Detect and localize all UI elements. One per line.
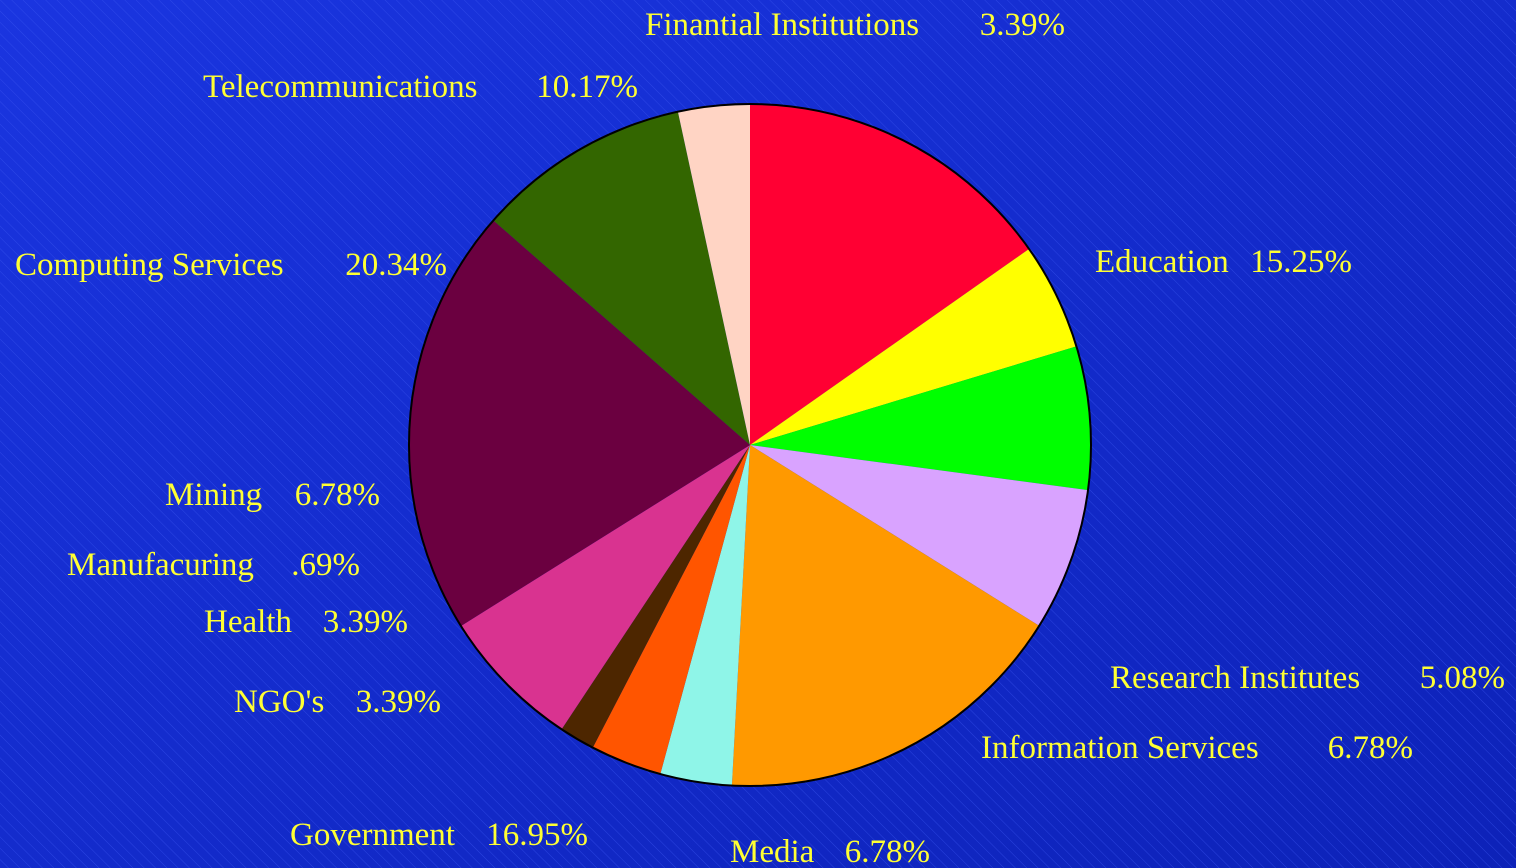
pie-slice: [750, 445, 1088, 626]
slice-label: Finantial Institutions: [645, 7, 919, 43]
slice-value-label: 16.95%: [486, 817, 588, 853]
slice-value-label: 5.08%: [1420, 660, 1505, 696]
slice-value-label: 3.39%: [356, 684, 441, 720]
slice-label: Information Services: [981, 730, 1259, 766]
pie-slice: [592, 445, 750, 774]
slice-label: Mining: [165, 477, 262, 513]
slice-value-label: 20.34%: [345, 247, 447, 283]
pie-slice: [409, 220, 750, 626]
slice-label: Research Institutes: [1110, 660, 1360, 696]
slice-value-label: 3.39%: [323, 604, 408, 640]
pie-slice: [677, 104, 750, 445]
slice-value-label: 6.78%: [1328, 730, 1413, 766]
slice-value-label: 10.17%: [536, 69, 638, 105]
slice-value-label: 3.39%: [980, 7, 1065, 43]
slice-value-label: 15.25%: [1250, 244, 1352, 280]
pie-slice: [750, 248, 1077, 445]
pie-slice: [750, 346, 1091, 491]
pie-slice: [660, 445, 750, 786]
slice-label: Telecommunications: [203, 69, 477, 105]
slice-label: Computing Services: [15, 247, 284, 283]
slice-label: Government: [290, 817, 455, 853]
slice-label: NGO's: [234, 684, 324, 720]
slice-value-label: 6.78%: [295, 477, 380, 513]
slice-label: Education: [1095, 244, 1229, 280]
pie-slice: [561, 445, 750, 748]
slice-label: Media: [730, 834, 815, 868]
slice-value-label: 6.78%: [845, 834, 930, 868]
pie-slice: [750, 104, 1030, 445]
pie-outline: [408, 103, 1092, 787]
pie-slice: [493, 111, 750, 445]
slice-label: Manufacuring: [67, 547, 254, 583]
pie-slice: [731, 445, 1040, 786]
slice-value-label: .69%: [291, 547, 360, 583]
slice-label: Health: [204, 604, 292, 640]
pie-slice: [460, 445, 750, 730]
